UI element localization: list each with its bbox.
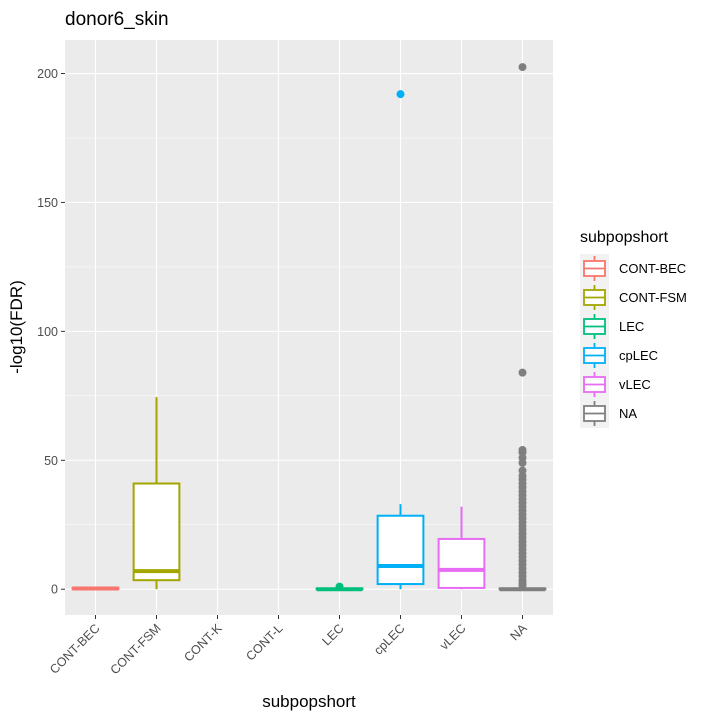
x-tick-label: CONT-K [181,621,225,665]
legend-label: vLEC [619,377,651,392]
box-body [437,537,486,589]
x-tick-label: NA [507,621,530,644]
x-axis: CONT-BEC CONT-FSM CONT-K CONT-L LEC cpLEC vLEC… [47,615,530,677]
box-cont-bec [71,586,120,591]
x-tick-label: CONT-L [243,621,285,663]
y-axis-title: -log10(FDR) [7,280,26,374]
box-cont-fsm [132,397,181,590]
boxes [71,63,547,592]
outlier-point [518,458,527,467]
legend-item: CONT-FSM [580,283,687,312]
outlier-point [518,63,527,72]
legend-item: LEC [580,312,644,341]
legend-item: NA [580,399,637,428]
outlier-point [396,90,405,99]
outlier-point [518,368,527,377]
box-lec [315,582,364,592]
legend-item: CONT-BEC [580,254,686,283]
legend: subpopshort CONT-BEC CONT-FSM LEC cpLEC vLEC… [580,229,687,428]
y-axis: 0 50 100 150 200 [37,67,65,597]
box-body [376,514,425,586]
legend-label: NA [619,406,637,421]
box-body [132,482,181,582]
x-tick-label: LEC [320,621,347,648]
outlier-point [518,581,527,590]
legend-item: cpLEC [580,341,658,370]
legend-title: subpopshort [580,229,669,246]
y-tick-label: 0 [51,583,58,597]
x-tick-label: vLEC [437,621,469,653]
box-vlec [437,506,486,590]
y-tick-label: 150 [37,196,58,210]
x-tick-label: cpLEC [371,621,407,657]
x-tick-label: CONT-FSM [108,621,164,677]
y-tick-label: 50 [44,454,58,468]
x-tick-label: CONT-BEC [47,621,103,677]
x-axis-title: subpopshort [262,692,356,711]
legend-label: CONT-BEC [619,261,686,276]
outlier-point [335,582,344,591]
legend-label: CONT-FSM [619,290,687,305]
box-cplec [376,90,425,590]
y-tick-label: 100 [37,325,58,339]
legend-item: vLEC [580,370,651,399]
chart-title: donor6_skin [65,9,169,30]
box-na [498,63,547,592]
legend-label: LEC [619,319,644,334]
y-tick-label: 200 [37,67,58,81]
legend-label: cpLEC [619,348,658,363]
